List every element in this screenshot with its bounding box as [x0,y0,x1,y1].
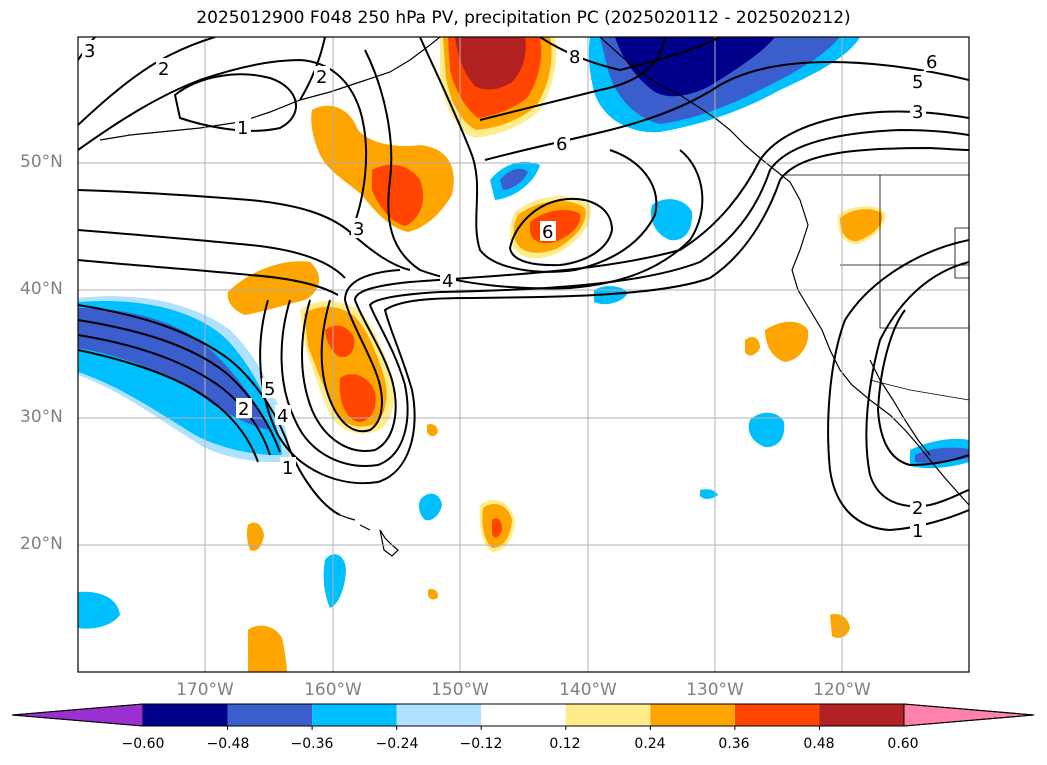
contour-label: 4 [277,406,288,427]
colorbar-tick-label: −0.12 [459,736,503,752]
contour-label: 3 [84,41,95,62]
contour-label: 2 [912,498,923,519]
colorbar-segment [143,704,228,726]
colorbar-outline [11,703,1035,727]
map-frame [77,36,970,673]
lon-label: 140°W [559,680,617,700]
colorbar-segment [650,704,735,726]
contour-label: 1 [912,521,923,542]
colorbar-tick-label: 0.12 [549,736,581,752]
contour-label: 6 [556,134,567,155]
colorbar [11,703,1035,730]
colorbar-segment [565,704,651,726]
colorbar-segment [734,704,820,726]
colorbar-tick-label: −0.36 [290,736,334,752]
contour-label: 2 [316,67,327,88]
colorbar-tick-label: 0.36 [718,736,750,752]
colorbar-tick-label: 0.60 [887,736,919,752]
colorbar-tick-label: −0.24 [375,736,419,752]
lon-label: 170°W [176,680,234,700]
lon-label: 150°W [431,680,489,700]
lon-label: 120°W [813,680,871,700]
lat-label: 40°N [20,279,63,299]
colorbar-segment [396,704,482,726]
colorbar-segment [227,704,313,726]
colorbar-tick-label: −0.48 [206,736,250,752]
contour-label: 6 [926,52,937,73]
colorbar-tick-label: −0.60 [121,736,165,752]
contour-label: 3 [912,102,923,123]
lat-label: 30°N [20,407,63,427]
contour-labels: 3 2 2 1 3 4 6 6 8 6 5 3 5 2 [82,40,940,542]
contour-label: 6 [542,222,553,243]
colorbar-segment [481,704,566,726]
contour-label: 2 [238,399,249,420]
contour-label: 8 [569,47,580,68]
contour-label: 3 [353,219,364,240]
contour-label: 5 [912,72,923,93]
lat-label: 20°N [20,534,63,554]
colorbar-extend-high [903,703,1035,727]
lon-label: 160°W [304,680,362,700]
contour-label: 4 [442,271,453,292]
colorbar-tick-label: 0.24 [634,736,666,752]
contour-label: 2 [158,59,169,80]
colorbar-tick-label: 0.48 [803,736,835,752]
lat-label: 50°N [20,152,63,172]
map-title: 2025012900 F048 250 hPa PV, precipitatio… [196,8,851,28]
colorbar-segment [312,704,397,726]
colorbar-extend-low [11,703,144,727]
colorbar-segment [819,704,904,726]
contour-label: 1 [237,118,248,139]
contour-label: 1 [282,458,293,479]
contour-label: 5 [264,379,275,400]
lon-label: 130°W [686,680,744,700]
